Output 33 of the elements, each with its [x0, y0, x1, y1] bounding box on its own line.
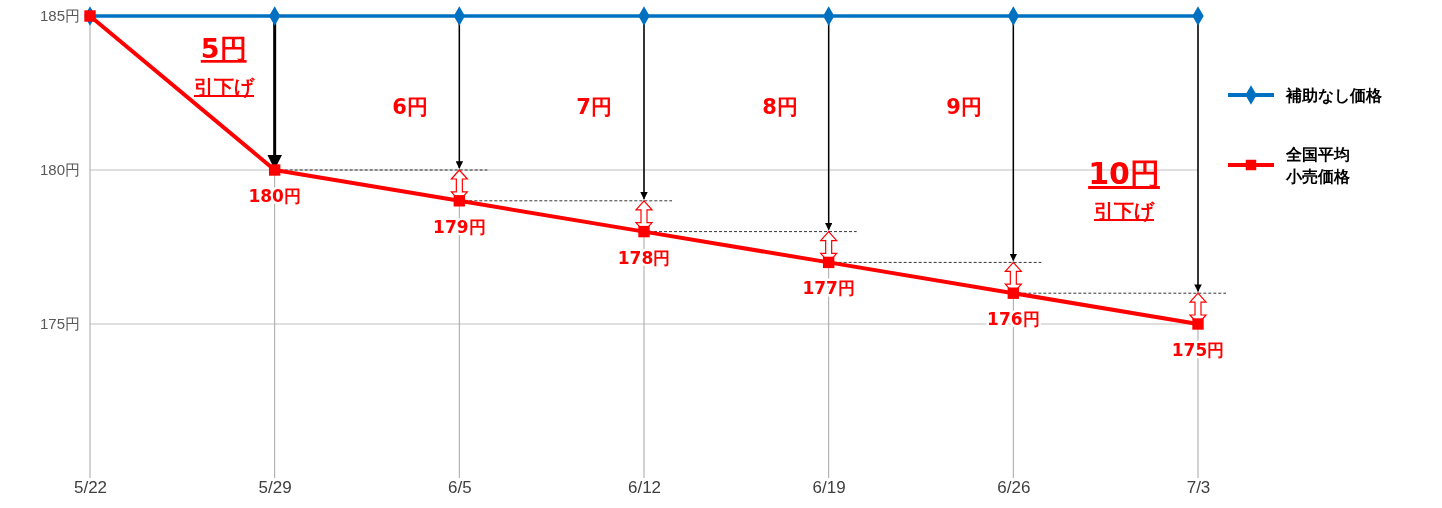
y-tick-label: 180円	[39, 161, 80, 179]
x-tick-label: 7/3	[1186, 477, 1211, 497]
annotation: 8円	[762, 95, 798, 119]
point	[638, 225, 650, 238]
annotation: 10円	[1088, 156, 1160, 191]
point	[84, 10, 96, 22]
annotation: 引下げ	[194, 75, 255, 99]
data-label: 175円	[1171, 340, 1225, 360]
data-label: 180円	[248, 186, 301, 206]
annotation: 6円	[392, 95, 428, 119]
x-tick-label: 5/29	[258, 477, 292, 497]
x-tick-label: 6/26	[997, 477, 1031, 497]
annotation: 5円	[200, 33, 247, 64]
legend-label: 全国平均小売価格	[1285, 145, 1351, 186]
annotation: 9円	[946, 95, 982, 119]
x-tick-label: 6/19	[812, 477, 846, 497]
data-label: 179円	[433, 216, 486, 237]
point	[1007, 287, 1020, 299]
y-tick-label: 175円	[39, 315, 80, 333]
legend-label: 補助なし価格	[1285, 86, 1383, 105]
annotation: 引下げ	[1094, 199, 1155, 223]
point	[1192, 318, 1204, 330]
annotation: 7円	[576, 95, 612, 119]
y-tick-label: 185円	[39, 7, 80, 25]
data-label: 178円	[617, 247, 671, 268]
point	[268, 164, 281, 176]
data-label: 176円	[987, 309, 1040, 330]
x-tick-label: 6/12	[627, 477, 662, 497]
x-tick-label: 6/5	[448, 477, 472, 497]
x-tick-label: 5/22	[73, 477, 108, 497]
data-label: 177円	[802, 278, 855, 299]
point	[453, 195, 466, 207]
point	[822, 256, 835, 269]
